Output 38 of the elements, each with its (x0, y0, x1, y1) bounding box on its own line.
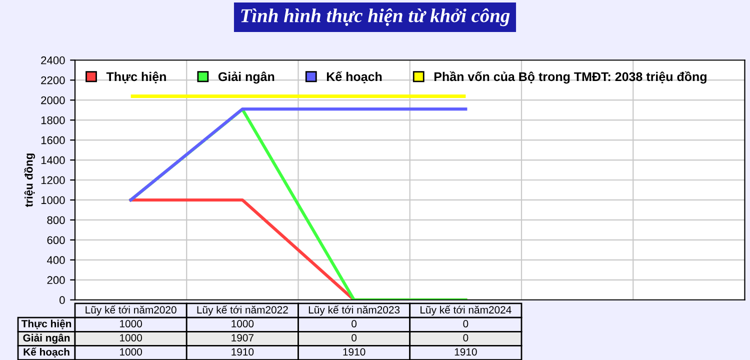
y-tick-label: 1000 (41, 196, 65, 204)
legend-label: Phần vốn của Bộ trong TMĐT: 2038 triệu đồng (434, 71, 706, 84)
text: Thực hiện (21, 320, 72, 330)
y-tick-label: 800 (47, 216, 65, 224)
data-label: 1910 (232, 348, 254, 356)
data-label: 1910 (454, 348, 477, 356)
y-tick-label: 2400 (41, 56, 65, 64)
y-tick-label: 0 (60, 296, 65, 304)
y-tick-label: 1400 (41, 156, 65, 164)
text: Giải ngân (23, 334, 70, 344)
y-tick-label: 600 (47, 236, 65, 244)
x-tick-label: Lũy kế tới năm2023 (308, 305, 400, 316)
data-label: 0 (352, 334, 357, 342)
x-tick-label: Lũy kế tới năm2022 (197, 305, 288, 316)
data-label: 0 (463, 320, 468, 328)
x-tick-label: Lũy kế tới năm2020 (86, 305, 176, 316)
y-tick-label: 1600 (41, 136, 65, 144)
y-tick-label: 2200 (41, 76, 65, 84)
legend-label: Thực hiện (106, 72, 166, 84)
y-tick-label: 1200 (41, 176, 65, 184)
y-tick-label: 1800 (41, 116, 65, 124)
data-label: 1000 (232, 320, 254, 328)
y-tick-label: 400 (46, 256, 65, 264)
legend-label: Kế hoạch (326, 71, 382, 84)
data-label: 1000 (120, 320, 142, 328)
data-label: 0 (352, 320, 357, 328)
data-label: 1907 (232, 334, 254, 342)
y-tick-label: 2000 (41, 96, 65, 104)
legend-label: Giải ngân (218, 72, 274, 84)
chart-title: Tình hình thực hiện từ khởi công (241, 8, 510, 26)
data-label: 1000 (120, 334, 142, 342)
text: Kế hoạch (24, 348, 70, 358)
y-axis-title: triệu đồng (24, 154, 36, 208)
data-label: 1000 (120, 348, 142, 356)
y-tick-label: 200 (47, 276, 65, 284)
x-tick-label: Lũy kế tới năm2024 (420, 305, 512, 316)
data-label: 1910 (343, 348, 366, 356)
data-label: 0 (463, 334, 468, 342)
